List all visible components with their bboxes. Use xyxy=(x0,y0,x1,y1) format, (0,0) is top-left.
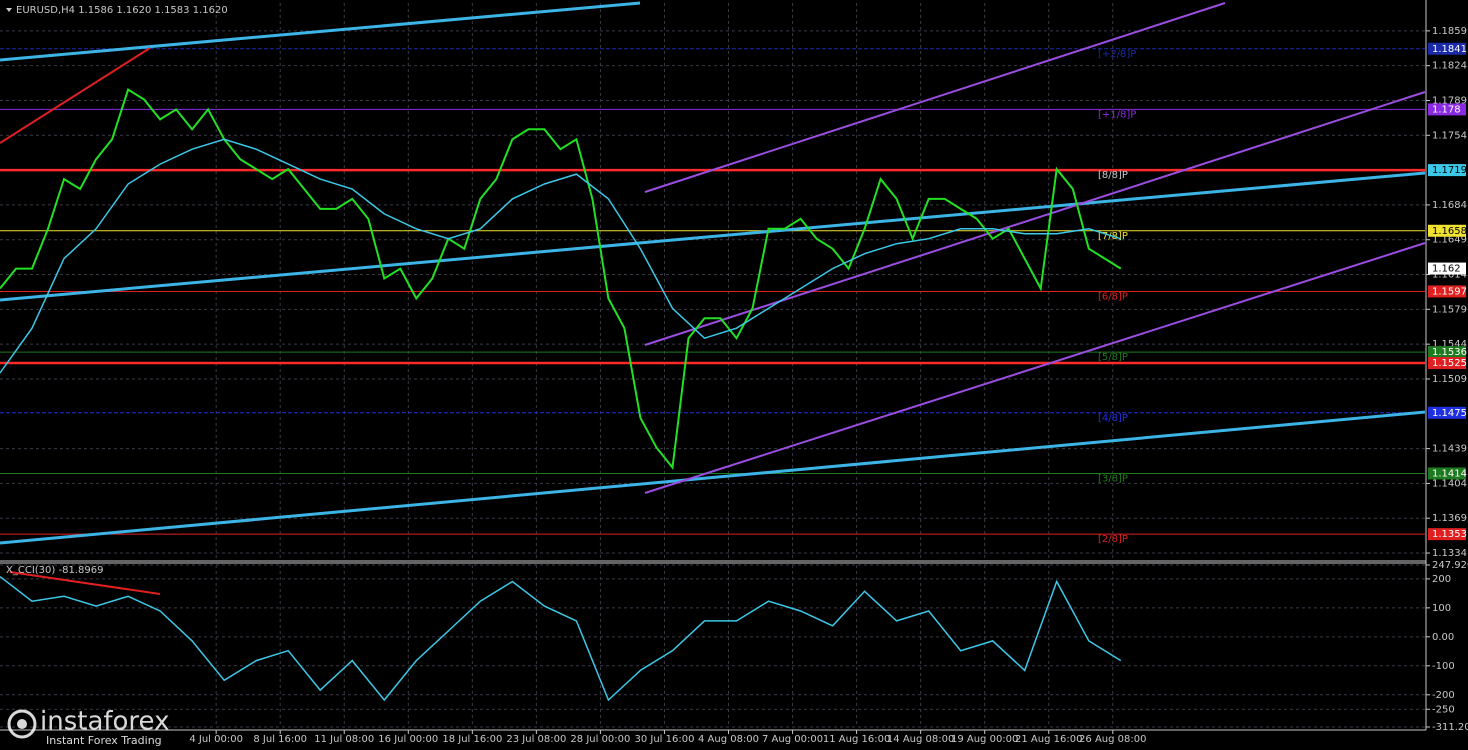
level-label: [6/8]P xyxy=(1098,291,1128,302)
y-tick-label: 1.1439 xyxy=(1432,444,1467,455)
channel-line xyxy=(644,242,1426,494)
series-line xyxy=(0,576,1122,702)
level-price-label: 1.1597 xyxy=(1432,286,1467,297)
level-price-label: 1.1525 xyxy=(1432,358,1467,369)
y-tick-label: 1.1789 xyxy=(1432,95,1467,106)
y-tick-label: -200 xyxy=(1432,690,1455,701)
level-price-label: 1.1658 xyxy=(1432,226,1467,237)
y-tick-label: 1.1404 xyxy=(1432,478,1467,489)
level-price-box xyxy=(1428,164,1466,177)
x-tick-label: 4 Jul 00:00 xyxy=(189,734,243,745)
current-price-label: 1.162 xyxy=(1432,264,1461,275)
x-tick-label: 26 Aug 08:00 xyxy=(1079,734,1146,745)
level-price-box xyxy=(1428,357,1466,370)
level-label: [+2/8]P xyxy=(1098,49,1136,60)
level-price-box xyxy=(1428,103,1466,116)
y-tick-label: 1.1579 xyxy=(1432,304,1467,315)
level-price-box xyxy=(1428,406,1466,419)
y-tick-label: 1.1334 xyxy=(1432,548,1467,559)
y-tick-label: 1.1544 xyxy=(1432,339,1467,350)
y-tick-label: -100 xyxy=(1432,661,1455,672)
x-tick-label: 30 Jul 16:00 xyxy=(634,734,694,745)
y-tick-label: 1.1684 xyxy=(1432,200,1467,211)
level-price-label: 1.1353 xyxy=(1432,529,1467,540)
cci-trend-line xyxy=(9,571,161,595)
level-price-label: 1.1536 xyxy=(1432,347,1467,358)
y-tick-label: 100 xyxy=(1432,603,1451,614)
trend-line xyxy=(0,410,1426,545)
level-label: [8/8]P xyxy=(1098,170,1128,181)
level-price-box xyxy=(1428,346,1466,359)
trend-line xyxy=(0,47,151,144)
menu-icon[interactable] xyxy=(6,8,12,12)
chart-title: EURUSD,H4 1.1586 1.1620 1.1583 1.1620 xyxy=(16,5,228,16)
y-tick-label: 1.1369 xyxy=(1432,513,1467,524)
x-tick-label: 11 Aug 16:00 xyxy=(823,734,890,745)
y-tick-label: 1.1754 xyxy=(1432,130,1467,141)
y-tick-label: 0.00 xyxy=(1432,632,1454,643)
channel-line xyxy=(644,2,1226,193)
x-tick-label: 8 Jul 16:00 xyxy=(253,734,307,745)
y-tick-label: 1.1509 xyxy=(1432,374,1467,385)
x-tick-label: 18 Jul 16:00 xyxy=(442,734,502,745)
x-tick-label: 7 Aug 00:00 xyxy=(762,734,823,745)
level-label: [+1/8]P xyxy=(1098,109,1136,120)
level-price-box xyxy=(1428,224,1466,237)
current-price-box xyxy=(1428,262,1466,275)
level-price-box xyxy=(1428,528,1466,541)
x-tick-label: 4 Aug 08:00 xyxy=(698,734,759,745)
x-tick-label: 14 Aug 08:00 xyxy=(887,734,954,745)
y-tick-label: 1.1859 xyxy=(1432,26,1467,37)
level-price-label: 1.1414 xyxy=(1432,468,1467,479)
x-tick-label: 28 Jul 00:00 xyxy=(570,734,630,745)
series-line xyxy=(0,138,1122,374)
y-tick-label: 1.1824 xyxy=(1432,61,1467,72)
y-tick-label: -311.204 xyxy=(1432,722,1468,733)
y-tick-label: -250 xyxy=(1432,704,1455,715)
indicator-title: X_CCI(30) -81.8969 xyxy=(6,565,103,576)
level-label: [2/8]P xyxy=(1098,534,1128,545)
level-price-label: 1.1841 xyxy=(1432,44,1467,55)
y-tick-label: 1.1614 xyxy=(1432,270,1467,281)
level-price-label: 1.1475 xyxy=(1432,408,1467,419)
x-tick-label: 11 Jul 08:00 xyxy=(314,734,374,745)
trend-line xyxy=(0,171,1426,302)
level-price-label: 1.178 xyxy=(1432,104,1461,115)
series-line xyxy=(0,87,1122,470)
y-tick-label: 247.9205 xyxy=(1432,560,1468,571)
y-tick-label: 200 xyxy=(1432,574,1451,585)
logo xyxy=(7,709,37,739)
tagline: Instant Forex Trading xyxy=(46,734,162,747)
level-price-box xyxy=(1428,467,1466,480)
brand: instaforex xyxy=(40,707,169,737)
logo xyxy=(17,719,27,729)
channel-line xyxy=(644,91,1426,346)
x-tick-label: 16 Jul 00:00 xyxy=(378,734,438,745)
x-tick-label: 21 Aug 16:00 xyxy=(1015,734,1082,745)
level-label: [4/8]P xyxy=(1098,413,1128,424)
level-price-label: 1.1719 xyxy=(1432,165,1467,176)
x-tick-label: 19 Aug 00:00 xyxy=(951,734,1018,745)
level-price-box xyxy=(1428,285,1466,298)
level-price-box xyxy=(1428,42,1466,55)
trend-line xyxy=(0,1,641,62)
x-tick-label: 23 Jul 08:00 xyxy=(506,734,566,745)
level-label: [5/8]P xyxy=(1098,352,1128,363)
y-tick-label: 1.1649 xyxy=(1432,235,1467,246)
level-label: [3/8]P xyxy=(1098,473,1128,484)
